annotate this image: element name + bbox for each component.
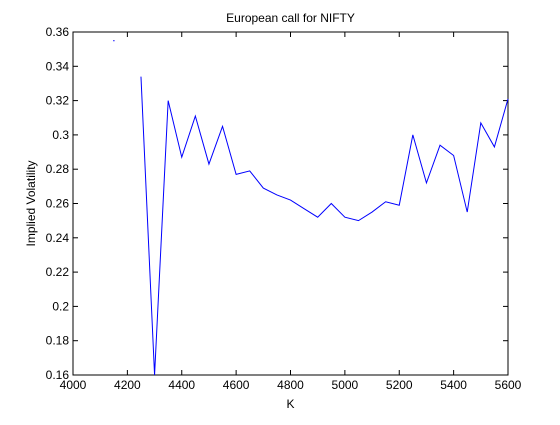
x-axis-label: K (286, 397, 294, 411)
x-tick-label: 4000 (60, 378, 87, 392)
y-tick-label: 0.16 (46, 368, 70, 382)
x-tick-label: 4800 (277, 378, 304, 392)
x-tick-label: 5600 (495, 378, 522, 392)
x-tick-label: 5200 (386, 378, 413, 392)
y-tick-label: 0.36 (46, 25, 70, 39)
y-tick-label: 0.2 (52, 299, 69, 313)
x-tick-label: 5000 (332, 378, 359, 392)
x-tick-label: 4600 (223, 378, 250, 392)
x-tick-label: 5400 (440, 378, 467, 392)
y-axis-label: Implied Volatility (24, 160, 38, 246)
x-tick-label: 4400 (168, 378, 195, 392)
y-tick-label: 0.34 (46, 59, 70, 73)
y-tick-label: 0.24 (46, 231, 70, 245)
y-tick-label: 0.18 (46, 334, 70, 348)
chart-title: European call for NIFTY (226, 11, 355, 25)
y-tick-label: 0.3 (52, 128, 69, 142)
x-tick-label: 4200 (114, 378, 141, 392)
y-tick-label: 0.26 (46, 197, 70, 211)
y-tick-label: 0.22 (46, 265, 70, 279)
tick-labels: 4000 4200 4400 4600 4800 5000 5200 5400 5600 0.16… (46, 25, 522, 392)
series-line (140, 76, 509, 376)
y-tick-label: 0.32 (46, 94, 70, 108)
isolated-point (113, 40, 115, 42)
plot-area (72, 31, 509, 376)
y-tick-label: 0.28 (46, 162, 70, 176)
ticks (72, 31, 509, 376)
series (113, 40, 509, 376)
